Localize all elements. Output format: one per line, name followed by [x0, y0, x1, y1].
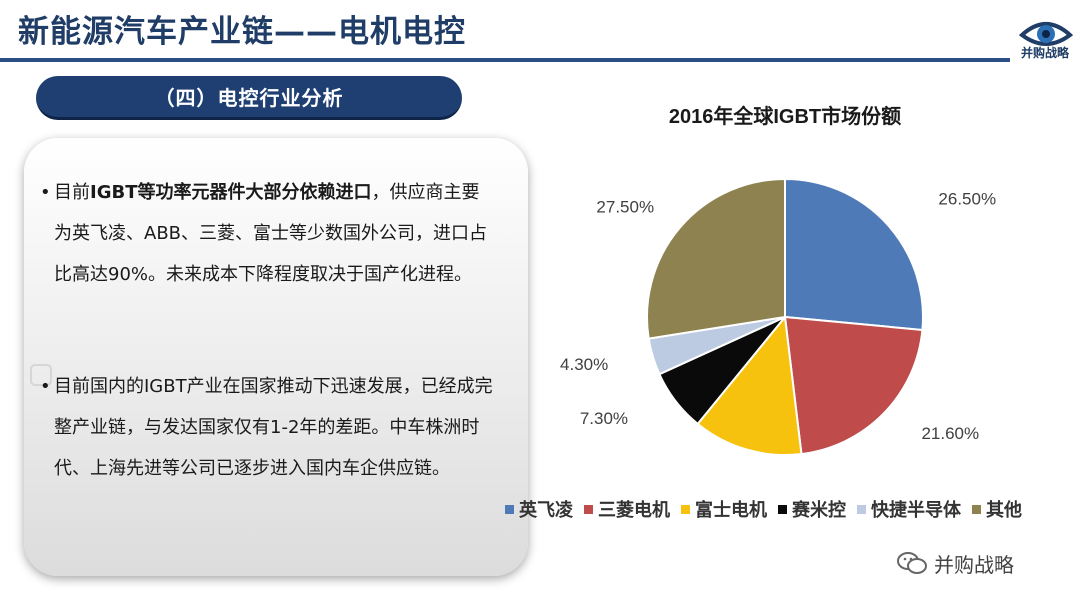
pie-slice-3 [696, 314, 803, 456]
bullet-import-dependency: • 目前IGBT等功率元器件大部分依赖进口，供应商主要为英飞凌、ABB、三菱、富士… [40, 172, 494, 295]
legend-label: 富士电机 [695, 500, 767, 521]
eye-logo-icon [1018, 22, 1074, 46]
legend-label: 三菱电机 [598, 500, 670, 521]
logo-text: 并购战略 [1020, 46, 1069, 60]
title-divider [0, 58, 1010, 62]
section-heading: （四）电控行业分析 [36, 76, 462, 120]
legend-item-1: 英飞凌 [505, 496, 573, 522]
pie-data-label-4: 7.30% [580, 409, 628, 428]
wechat-watermark: 并购战略 [896, 548, 1014, 578]
igbt-market-share-pie-chart: 2016年全球IGBT市场份额 26.50%21.60%12.80%7.30%4… [560, 104, 996, 456]
pie-slice-6 [646, 177, 786, 340]
legend-swatch [972, 504, 981, 514]
legend-item-2: 三菱电机 [584, 496, 670, 522]
legend-item-5: 快捷半导体 [857, 496, 961, 522]
chart-legend: 英飞凌 三菱电机 富士电机 赛米控 快捷半导体 其他 [505, 496, 1080, 522]
legend-label: 赛米控 [792, 500, 846, 521]
pie-data-label-1: 26.50% [938, 189, 996, 208]
legend-swatch [778, 504, 787, 514]
bullet-dot: • [40, 376, 51, 397]
wechat-icon [897, 552, 927, 574]
bullet-dot: • [40, 182, 51, 203]
legend-item-3: 富士电机 [681, 496, 767, 522]
legend-item-4: 赛米控 [778, 496, 846, 522]
pie-data-label-2: 21.60% [921, 424, 979, 443]
legend-label: 其他 [986, 500, 1022, 521]
legend-item-6: 其他 [972, 496, 1022, 522]
chart-title: 2016年全球IGBT市场份额 [669, 104, 901, 128]
analysis-card: • 目前IGBT等功率元器件大部分依赖进口，供应商主要为英飞凌、ABB、三菱、富士… [24, 138, 528, 576]
legend-swatch [584, 504, 593, 514]
bullet1-lead: 目前 [54, 182, 90, 203]
watermark-text: 并购战略 [934, 552, 1014, 577]
legend-swatch [681, 504, 690, 514]
bullet1-rest: ，供应商主要为英飞凌、ABB、三菱、富士等少数国外公司，进口占比高达90%。未来… [54, 182, 488, 285]
pie-data-label-5: 4.30% [560, 355, 608, 374]
bullet1-bold: IGBT等功率元器件大部分依赖进口 [90, 182, 372, 203]
page-title: 新能源汽车产业链——电机电控 [18, 14, 466, 50]
copy-icon [30, 364, 52, 386]
bullet2-text: 目前国内的IGBT产业在国家推动下迅速发展，已经成完整产业链，与发达国家仅有1-… [54, 376, 493, 479]
pie-slice-1 [784, 177, 924, 332]
legend-swatch [857, 504, 866, 514]
bullet-domestic-development: • 目前国内的IGBT产业在国家推动下迅速发展，已经成完整产业链，与发达国家仅有1… [40, 366, 494, 489]
pie-data-label-6: 27.50% [596, 197, 654, 216]
pie-slice-2 [783, 315, 924, 456]
legend-swatch [505, 504, 514, 514]
legend-label: 快捷半导体 [871, 500, 961, 521]
legend-label: 英飞凌 [519, 500, 573, 521]
